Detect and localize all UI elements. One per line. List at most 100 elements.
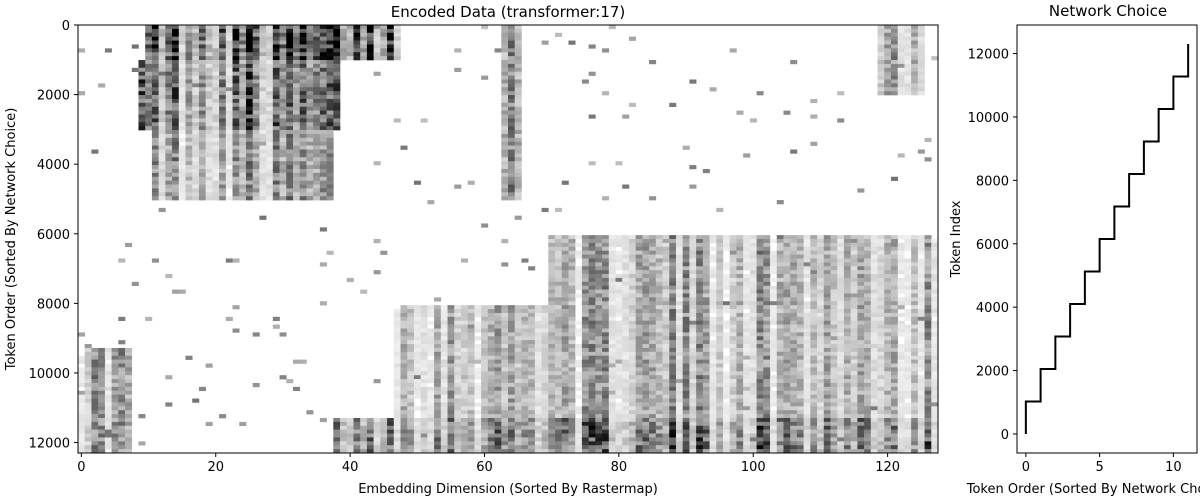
heatmap-cell xyxy=(689,250,697,255)
heatmap-cell xyxy=(293,168,301,174)
heatmap-cell xyxy=(252,130,260,135)
heatmap-cell xyxy=(245,36,253,41)
heatmap-cell xyxy=(232,165,240,170)
heatmap-cell xyxy=(293,137,301,143)
heatmap-cell xyxy=(145,40,153,45)
heatmap-cell xyxy=(286,71,294,76)
heatmap-cell xyxy=(709,266,717,271)
heatmap-cell xyxy=(151,25,159,30)
heatmap-cell xyxy=(790,254,798,259)
heatmap-cell xyxy=(917,320,925,325)
heatmap-cell xyxy=(185,60,193,65)
heatmap-cell xyxy=(837,382,845,388)
heatmap-cell xyxy=(178,36,186,41)
heatmap-cell xyxy=(508,371,516,376)
heatmap-cell xyxy=(675,242,683,248)
heatmap-cell xyxy=(837,297,845,302)
heatmap-cell xyxy=(602,371,610,376)
heatmap-cell xyxy=(185,75,193,80)
heatmap-cell xyxy=(763,367,771,372)
heatmap-cell xyxy=(877,328,885,333)
heatmap-cell xyxy=(884,375,892,380)
heatmap-cell xyxy=(555,320,563,325)
heatmap-cell xyxy=(743,312,751,318)
heatmap-cell xyxy=(770,351,778,357)
heatmap-cell xyxy=(185,145,193,150)
heatmap-cell xyxy=(850,367,858,372)
heatmap-cell xyxy=(225,98,233,104)
heatmap-cell xyxy=(783,262,791,267)
heatmap-cell xyxy=(877,305,885,310)
heatmap-cell xyxy=(568,340,576,345)
heatmap-cell xyxy=(823,250,831,255)
heatmap-cell xyxy=(628,402,636,407)
heatmap-cell xyxy=(212,176,220,181)
heatmap-cell xyxy=(541,402,549,407)
heatmap-cell xyxy=(897,281,905,286)
heatmap-cell xyxy=(682,351,690,357)
heatmap-cell xyxy=(702,332,710,337)
heatmap-cell xyxy=(151,40,159,45)
heatmap-cell xyxy=(904,347,912,353)
heatmap-cell xyxy=(736,235,744,240)
heatmap-cell xyxy=(548,242,556,248)
heatmap-cell xyxy=(864,351,872,357)
heatmap-cell xyxy=(447,363,455,368)
heatmap-cell xyxy=(709,254,717,259)
heatmap-cell xyxy=(682,390,690,395)
heatmap-cell xyxy=(333,83,341,88)
heatmap-cell xyxy=(897,386,905,392)
heatmap-cell xyxy=(689,254,697,259)
heatmap-cell xyxy=(581,371,589,376)
heatmap-cell xyxy=(675,347,683,353)
heatmap-cell xyxy=(595,328,603,333)
heatmap-cell xyxy=(595,277,603,283)
heatmap-cell xyxy=(104,398,112,403)
heatmap-cell xyxy=(716,289,724,294)
heatmap-cell xyxy=(689,351,697,357)
heatmap-cell xyxy=(649,336,657,341)
heatmap-cell xyxy=(931,328,939,333)
heatmap-cell xyxy=(205,176,213,181)
heatmap-cell xyxy=(84,359,92,364)
heatmap-cell xyxy=(803,270,811,275)
heatmap-cell xyxy=(481,375,489,380)
heatmap-cell xyxy=(602,340,610,345)
heatmap-cell xyxy=(84,363,92,368)
heatmap-cell xyxy=(245,87,253,92)
heatmap-cell xyxy=(272,172,280,178)
heatmap-cell xyxy=(232,168,240,174)
heatmap-cell xyxy=(568,379,576,384)
heatmap-cell xyxy=(890,71,898,76)
heatmap-cell xyxy=(548,386,556,392)
heatmap-cell xyxy=(219,180,227,185)
heatmap-cell xyxy=(756,285,764,290)
heatmap-cell xyxy=(313,63,321,69)
heatmap-cell xyxy=(272,126,280,131)
heatmap-cell xyxy=(232,172,240,178)
heatmap-cell xyxy=(293,95,301,100)
heatmap-cell xyxy=(487,312,495,318)
heatmap-cell xyxy=(877,40,885,45)
heatmap-cell xyxy=(501,106,509,111)
heatmap-cell xyxy=(884,309,892,314)
heatmap-cell xyxy=(857,371,865,376)
heatmap-cell xyxy=(823,340,831,345)
heatmap-cell xyxy=(400,375,408,380)
heatmap-cell xyxy=(447,351,455,357)
heatmap-cell xyxy=(245,196,253,201)
heatmap-cell xyxy=(306,40,314,45)
heatmap-cell xyxy=(649,309,657,314)
heatmap-cell xyxy=(837,379,845,384)
heatmap-cell xyxy=(796,340,804,345)
heatmap-cell xyxy=(843,305,851,310)
heatmap-cell xyxy=(151,196,159,201)
heatmap-cell xyxy=(790,320,798,325)
heatmap-cell xyxy=(427,332,435,337)
heatmap-cell xyxy=(696,258,704,263)
heatmap-cell xyxy=(212,157,220,162)
heatmap-cell xyxy=(178,106,186,111)
heatmap-cell xyxy=(326,153,334,158)
heatmap-cell xyxy=(293,79,301,84)
heatmap-cell xyxy=(548,347,556,353)
